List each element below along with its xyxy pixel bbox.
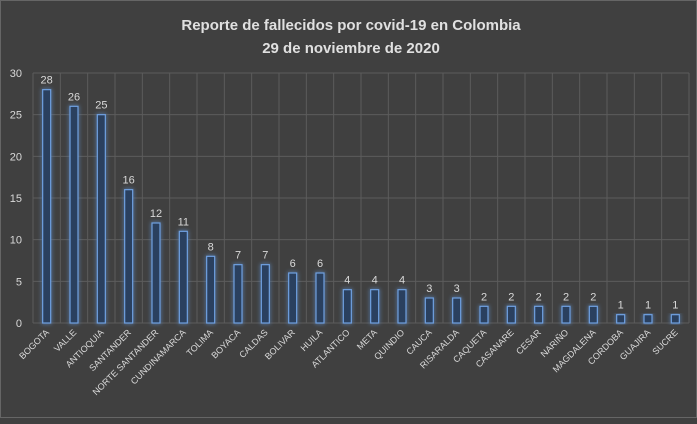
- bar: [151, 222, 161, 324]
- x-tick-label: BOGOTA: [17, 327, 51, 361]
- bar: [616, 314, 626, 324]
- data-label: 3: [454, 283, 460, 295]
- bar: [479, 305, 489, 324]
- chart-title: Reporte de fallecidos por covid-19 en Co…: [181, 17, 521, 34]
- bar: [96, 114, 106, 324]
- data-label: 7: [235, 250, 241, 262]
- bar: [588, 305, 598, 324]
- x-tick-label: QUINDIO: [372, 327, 406, 361]
- y-tick-label: 30: [10, 68, 22, 80]
- y-tick-label: 0: [16, 318, 22, 330]
- data-label: 8: [208, 241, 214, 253]
- bar: [506, 305, 516, 324]
- data-label: 28: [41, 75, 53, 87]
- x-tick-label: BOYACA: [209, 327, 242, 360]
- bar: [397, 289, 407, 324]
- data-label: 4: [399, 275, 405, 287]
- data-label: 3: [426, 283, 432, 295]
- bar: [315, 272, 325, 324]
- x-tick-label: VALLE: [52, 327, 78, 353]
- y-tick-label: 5: [16, 276, 22, 288]
- data-label: 7: [262, 250, 268, 262]
- bar: [178, 230, 188, 324]
- data-label: 2: [508, 291, 514, 303]
- bar: [260, 264, 270, 324]
- bar: [42, 89, 52, 324]
- x-tick-label: HUILA: [299, 327, 325, 353]
- bar: [424, 297, 434, 324]
- bar: [452, 297, 462, 324]
- data-label: 4: [344, 275, 350, 287]
- y-tick-label: 25: [10, 110, 22, 122]
- bar: [69, 105, 79, 324]
- bar: [233, 264, 243, 324]
- data-label: 1: [618, 300, 624, 312]
- bar: [288, 272, 298, 324]
- data-label: 2: [563, 291, 569, 303]
- y-tick-label: 15: [10, 193, 22, 205]
- bar: [370, 289, 380, 324]
- chart-subtitle: 29 de noviembre de 2020: [262, 40, 440, 57]
- x-tick-label: SUCRE: [650, 327, 679, 356]
- data-label: 2: [590, 291, 596, 303]
- data-label: 2: [481, 291, 487, 303]
- data-label: 6: [317, 258, 323, 270]
- bar: [670, 314, 680, 324]
- data-label: 2: [536, 291, 542, 303]
- data-label: 16: [123, 175, 135, 187]
- x-tick-label: META: [355, 327, 379, 351]
- bar: [643, 314, 653, 324]
- bar: [561, 305, 571, 324]
- data-label: 1: [645, 300, 651, 312]
- data-label: 26: [68, 91, 80, 103]
- data-label: 25: [95, 100, 107, 112]
- bar: [206, 255, 216, 324]
- y-tick-label: 20: [10, 151, 22, 163]
- data-label: 6: [290, 258, 296, 270]
- y-tick-label: 10: [10, 235, 22, 247]
- data-label: 1: [672, 300, 678, 312]
- data-label: 12: [150, 208, 162, 220]
- data-label: 4: [372, 275, 378, 287]
- bar: [342, 289, 352, 324]
- bar: [534, 305, 544, 324]
- x-tick-label: BOLIVAR: [263, 327, 298, 362]
- bar: [124, 189, 134, 324]
- data-label: 11: [178, 216, 189, 228]
